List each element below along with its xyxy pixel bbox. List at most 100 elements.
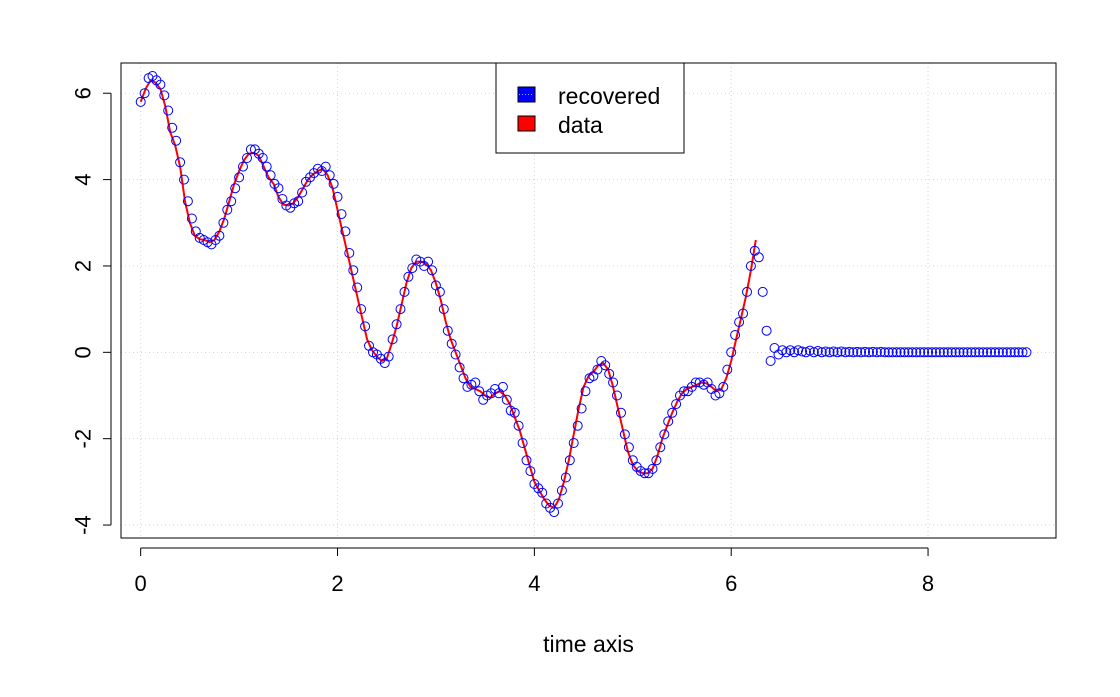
x-tick-label: 6 xyxy=(725,571,737,596)
series-recovered-point xyxy=(1005,347,1016,358)
series-recovered-point xyxy=(297,187,308,198)
series-recovered-point xyxy=(497,381,508,392)
series-recovered-point xyxy=(218,217,229,228)
series-recovered-point xyxy=(895,347,906,358)
series-recovered-point xyxy=(600,360,611,371)
series-recovered-point xyxy=(891,347,902,358)
y-tick-label: 0 xyxy=(71,346,96,358)
series-recovered-point xyxy=(824,347,835,358)
series-recovered-point xyxy=(434,286,445,297)
series-recovered-point xyxy=(930,347,941,358)
series-recovered-point xyxy=(179,174,189,185)
series-recovered-point xyxy=(474,386,485,397)
series-recovered-point xyxy=(655,442,666,453)
x-axis: 0 2 4 6 8 xyxy=(135,547,934,596)
y-tick-label: 2 xyxy=(71,260,96,272)
series-recovered-point xyxy=(525,466,536,477)
series-recovered-point xyxy=(438,304,449,315)
series-recovered-point xyxy=(651,455,662,466)
series-recovered-point xyxy=(222,204,233,215)
series-recovered-point xyxy=(580,386,591,397)
legend-swatch-recovered xyxy=(517,86,536,103)
series-recovered-point xyxy=(647,463,658,474)
series-recovered-point xyxy=(265,170,276,181)
series-recovered-point xyxy=(186,213,197,224)
series-recovered-point xyxy=(742,286,752,297)
series-recovered-point xyxy=(427,265,437,276)
series-recovered-point xyxy=(549,507,560,518)
series-recovered-point xyxy=(738,308,748,319)
series-recovered-point xyxy=(907,347,918,358)
series-recovered-point xyxy=(879,347,890,358)
series-recovered-point xyxy=(553,498,563,509)
series-recovered-point xyxy=(537,487,548,498)
series-recovered-point xyxy=(446,338,457,349)
series-recovered-point xyxy=(560,472,571,483)
series-recovered-point xyxy=(616,407,626,418)
y-tick-label: 4 xyxy=(71,173,96,185)
series-recovered-point xyxy=(745,261,756,271)
series-recovered-point xyxy=(344,248,355,258)
series-recovered-point xyxy=(257,153,268,163)
series-recovered-point xyxy=(797,346,808,357)
series-recovered-point xyxy=(734,317,745,328)
series-recovered-point xyxy=(182,196,193,207)
series-recovered-point xyxy=(352,282,363,293)
series-recovered-point xyxy=(927,347,937,358)
series-recovered-point xyxy=(167,122,178,133)
series-recovered-point xyxy=(340,226,351,237)
series-recovered-point xyxy=(730,330,741,340)
series-recovered-point xyxy=(993,347,1004,358)
x-tick-label: 8 xyxy=(922,571,934,596)
series-recovered-point xyxy=(816,347,827,358)
legend-swatch-data xyxy=(517,115,536,132)
series-recovered-point xyxy=(761,325,772,336)
series-recovered-point xyxy=(836,346,847,357)
series-recovered-point xyxy=(332,191,343,202)
series-recovered-point xyxy=(623,442,634,453)
series-recovered-point xyxy=(245,144,256,155)
series-recovered-point xyxy=(572,420,583,431)
series-recovered-point xyxy=(564,455,575,466)
series-recovered-point xyxy=(159,90,170,101)
series-recovered-point xyxy=(261,161,272,172)
series-recovered-point xyxy=(238,161,248,172)
legend-label-data: data xyxy=(558,112,603,138)
series-recovered-point xyxy=(899,347,910,358)
series-layer xyxy=(135,71,1032,518)
series-recovered-point xyxy=(883,347,894,358)
series-recovered-point xyxy=(765,356,776,366)
series-recovered-point xyxy=(395,304,406,315)
series-recovered-point xyxy=(962,347,973,358)
series-recovered-point xyxy=(864,347,874,358)
series-recovered-point xyxy=(903,347,914,358)
series-recovered-point xyxy=(501,394,512,405)
series-recovered-point xyxy=(163,105,174,116)
series-recovered-point xyxy=(273,183,284,194)
series-recovered-point xyxy=(871,347,882,358)
series-recovered-point xyxy=(950,347,961,358)
series-recovered-point xyxy=(348,265,359,276)
series-recovered-point xyxy=(986,347,996,358)
y-axis: -4 -2 0 2 4 6 xyxy=(71,87,112,535)
series-recovered-point xyxy=(997,347,1008,358)
series-recovered-point xyxy=(328,178,339,189)
series-recovered-point xyxy=(938,347,949,358)
series-recovered-point xyxy=(726,347,737,358)
series-recovered-point xyxy=(639,468,650,479)
series-recovered-point xyxy=(1013,347,1024,358)
series-recovered-point xyxy=(383,351,394,362)
series-recovered-point xyxy=(604,368,615,379)
series-recovered-point xyxy=(978,347,989,358)
series-recovered-point xyxy=(612,390,622,401)
series-recovered-point xyxy=(793,345,804,356)
series-recovered-point xyxy=(982,347,993,358)
x-tick-label: 0 xyxy=(135,571,147,596)
series-recovered-point xyxy=(403,271,414,282)
series-recovered-point xyxy=(974,347,985,358)
series-recovered-point xyxy=(509,407,520,418)
series-recovered-point xyxy=(667,407,678,418)
series-recovered-point xyxy=(1021,347,1032,358)
series-recovered-point xyxy=(852,346,863,357)
